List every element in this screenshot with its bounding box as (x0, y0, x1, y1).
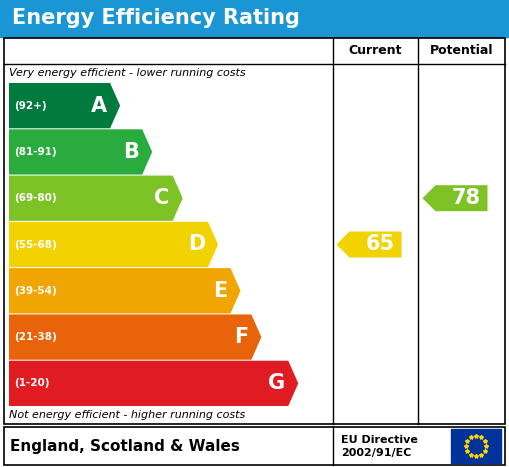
Polygon shape (9, 222, 218, 267)
Text: (1-20): (1-20) (14, 378, 49, 389)
Polygon shape (9, 176, 183, 221)
Text: Not energy efficient - higher running costs: Not energy efficient - higher running co… (9, 410, 245, 420)
Text: (21-38): (21-38) (14, 332, 56, 342)
Text: (81-91): (81-91) (14, 147, 56, 157)
Text: Potential: Potential (430, 44, 493, 57)
Text: EU Directive: EU Directive (341, 435, 418, 445)
Polygon shape (9, 129, 152, 175)
Polygon shape (9, 361, 298, 406)
Text: Very energy efficient - lower running costs: Very energy efficient - lower running co… (9, 68, 246, 78)
Text: 2002/91/EC: 2002/91/EC (341, 448, 411, 458)
Text: E: E (213, 281, 228, 301)
Polygon shape (9, 268, 240, 313)
Text: (39-54): (39-54) (14, 286, 56, 296)
Text: (55-68): (55-68) (14, 240, 56, 249)
Bar (4, 427, 505, 465)
Text: 78: 78 (452, 188, 481, 208)
Text: B: B (123, 142, 139, 162)
Text: D: D (188, 234, 205, 255)
Text: (92+): (92+) (14, 101, 47, 111)
Polygon shape (336, 232, 402, 257)
Text: (69-80): (69-80) (14, 193, 56, 203)
Polygon shape (9, 314, 261, 360)
Bar (451, 429, 501, 463)
Text: A: A (91, 96, 107, 116)
Bar (4, 38, 505, 424)
Text: 65: 65 (366, 234, 395, 255)
Text: Energy Efficiency Rating: Energy Efficiency Rating (12, 8, 300, 28)
Polygon shape (422, 185, 488, 211)
Text: England, Scotland & Wales: England, Scotland & Wales (10, 439, 240, 453)
Text: F: F (234, 327, 248, 347)
Polygon shape (9, 83, 120, 128)
Text: C: C (154, 188, 169, 208)
Text: Current: Current (349, 44, 402, 57)
Text: G: G (268, 373, 285, 393)
Bar (0, 0, 509, 37)
